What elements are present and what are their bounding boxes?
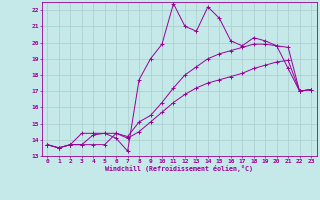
X-axis label: Windchill (Refroidissement éolien,°C): Windchill (Refroidissement éolien,°C) [105, 165, 253, 172]
